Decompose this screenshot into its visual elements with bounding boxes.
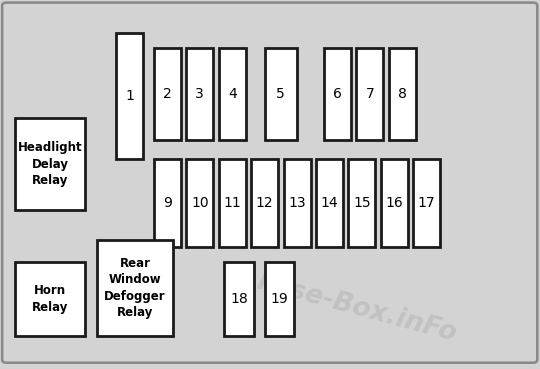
Text: 5: 5 xyxy=(276,87,285,101)
Bar xyxy=(116,33,143,159)
Text: Fuse-Box.inFo: Fuse-Box.inFo xyxy=(254,269,459,347)
Text: 14: 14 xyxy=(321,196,338,210)
Bar xyxy=(154,48,181,140)
Bar xyxy=(15,262,85,336)
Text: 19: 19 xyxy=(271,292,288,306)
Text: 11: 11 xyxy=(224,196,241,210)
Bar xyxy=(265,262,294,336)
Text: 1: 1 xyxy=(125,89,134,103)
Text: 8: 8 xyxy=(398,87,407,101)
Text: Horn
Relay: Horn Relay xyxy=(32,284,69,314)
Text: 18: 18 xyxy=(230,292,248,306)
Text: 2: 2 xyxy=(163,87,172,101)
Text: 10: 10 xyxy=(191,196,208,210)
Text: 12: 12 xyxy=(256,196,273,210)
Text: 17: 17 xyxy=(418,196,435,210)
Bar xyxy=(381,159,408,247)
Text: 4: 4 xyxy=(228,87,237,101)
Bar xyxy=(97,240,173,336)
Text: Rear
Window
Defogger
Relay: Rear Window Defogger Relay xyxy=(104,256,166,319)
Bar xyxy=(389,48,416,140)
Bar xyxy=(224,262,254,336)
Bar xyxy=(186,159,213,247)
Bar xyxy=(186,48,213,140)
Bar xyxy=(265,48,297,140)
Text: Headlight
Delay
Relay: Headlight Delay Relay xyxy=(18,141,83,187)
Text: 9: 9 xyxy=(163,196,172,210)
Bar xyxy=(284,159,310,247)
Text: 15: 15 xyxy=(353,196,370,210)
FancyBboxPatch shape xyxy=(2,3,537,363)
Bar xyxy=(356,48,383,140)
Bar xyxy=(324,48,351,140)
Bar xyxy=(154,159,181,247)
Text: 3: 3 xyxy=(195,87,204,101)
Bar xyxy=(348,159,375,247)
Bar xyxy=(413,159,440,247)
Bar xyxy=(316,159,343,247)
Text: 16: 16 xyxy=(386,196,403,210)
Text: 7: 7 xyxy=(366,87,374,101)
Bar xyxy=(15,118,85,210)
Bar xyxy=(251,159,278,247)
Text: 13: 13 xyxy=(288,196,306,210)
Bar xyxy=(219,48,246,140)
Bar xyxy=(219,159,246,247)
Text: 6: 6 xyxy=(333,87,342,101)
